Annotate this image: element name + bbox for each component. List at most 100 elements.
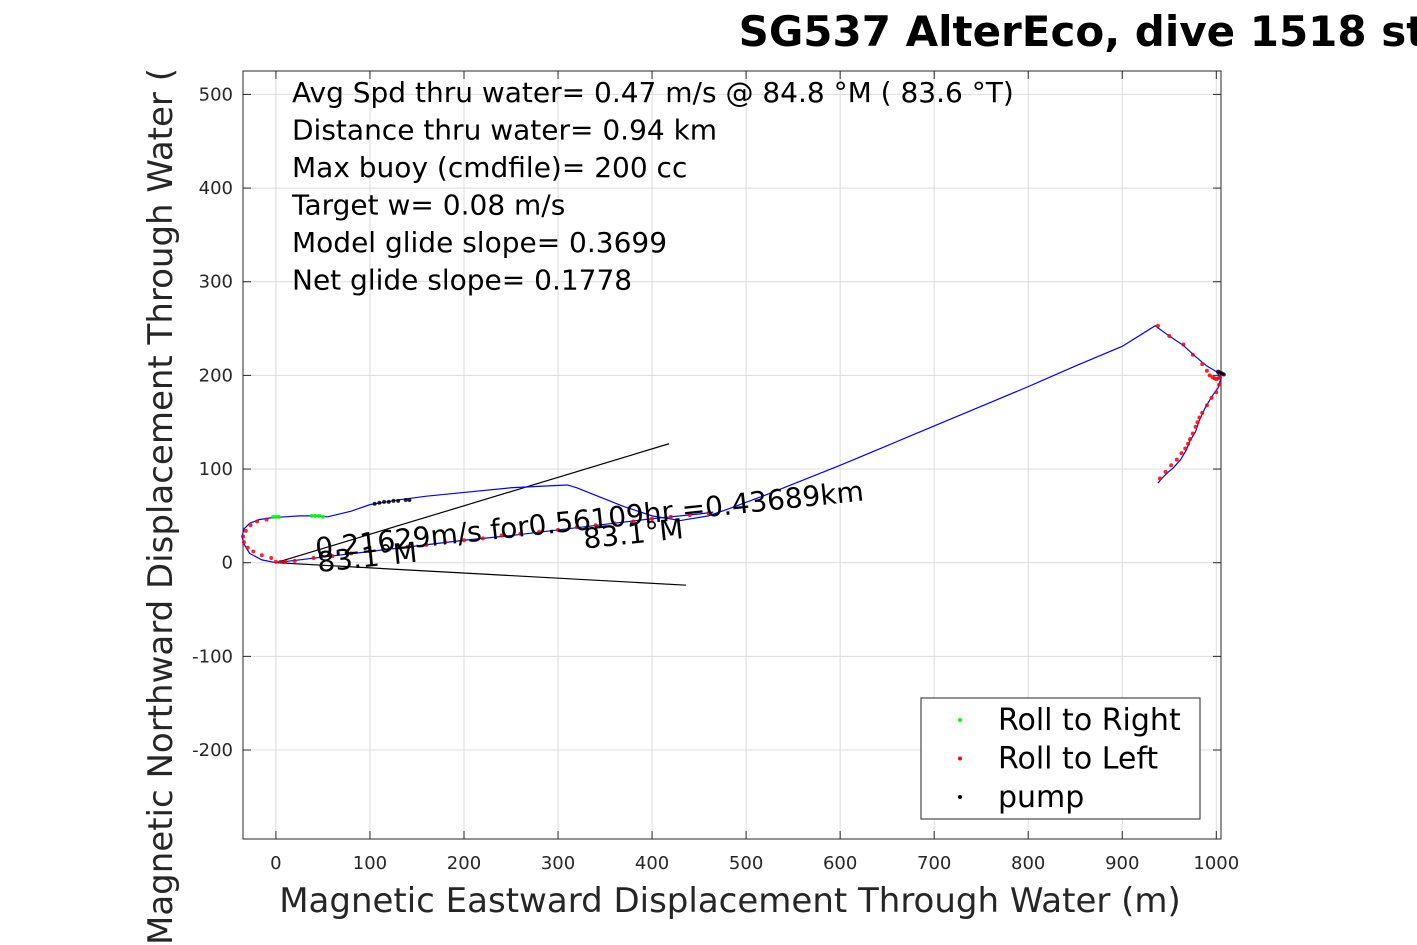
x-tick-label: 600 (823, 853, 857, 874)
roll-to-left-point (1209, 395, 1214, 400)
event-markers (241, 323, 1226, 564)
x-tick-label: 500 (729, 853, 763, 874)
x-tick-label: 700 (917, 853, 951, 874)
roll-to-left-point (1207, 373, 1212, 378)
y-tick-label: 200 (199, 365, 233, 386)
roll-to-left-point (405, 544, 410, 549)
roll-to-left-point (269, 556, 274, 561)
roll-to-left-point (245, 545, 250, 550)
roll-to-left-point (1163, 469, 1168, 474)
x-tick-label: 400 (635, 853, 669, 874)
legend-label: Roll to Right (998, 703, 1181, 738)
roll-to-left-point (241, 534, 245, 539)
y-tick-label: 400 (199, 178, 233, 199)
roll-to-left-point (1190, 352, 1195, 357)
reference-line (275, 443, 670, 564)
roll-to-left-point (1155, 323, 1160, 328)
pump-point (396, 498, 401, 503)
pump-point (407, 497, 412, 502)
roll-to-left-point (556, 527, 561, 532)
roll-to-left-point (1157, 476, 1162, 481)
roll-to-left-point (706, 511, 711, 516)
roll-to-left-point (1181, 342, 1186, 347)
stats-line: Model glide slope= 0.3699 (292, 226, 667, 259)
pump-point (382, 499, 387, 504)
roll-to-left-point (1174, 457, 1179, 462)
roll-to-left-point (264, 517, 269, 522)
plot-area-frame (242, 70, 1222, 840)
roll-to-left-point (1190, 431, 1195, 436)
x-tick-label: 200 (447, 853, 481, 874)
roll-to-left-point (1204, 403, 1209, 408)
roll-to-left-point (283, 559, 288, 564)
roll-to-left-point (687, 512, 692, 517)
roll-to-left-point (1187, 437, 1192, 442)
x-tick-label: 800 (1011, 853, 1045, 874)
y-tick-label: -200 (192, 740, 233, 761)
x-tick-label: 1000 (1193, 853, 1239, 874)
stats-line: Avg Spd thru water= 0.47 m/s @ 84.8 °M (… (292, 76, 1014, 109)
roll-to-left-point (1179, 451, 1184, 456)
roll-to-left-point (1214, 390, 1219, 395)
chart-title: SG537 AlterEco, dive 1518 started 17-Dec… (739, 7, 1417, 56)
roll-to-left-point (424, 542, 429, 547)
roll-to-left-point (1217, 382, 1222, 387)
roll-to-right-point (273, 514, 278, 519)
roll-to-left-point (1193, 424, 1198, 429)
roll-to-right-point (313, 513, 318, 518)
roll-to-left-point (255, 519, 260, 524)
roll-to-left-point (248, 523, 253, 528)
roll-to-left-point (292, 558, 297, 563)
roll-to-left-point (1183, 446, 1188, 451)
roll-to-left-point (631, 519, 636, 524)
grid (243, 71, 1221, 839)
pump-point (372, 501, 377, 506)
pump-point (391, 498, 396, 503)
roll-to-left-point (1218, 375, 1223, 380)
y-tick-label: 0 (222, 553, 233, 574)
legend-label: pump (998, 780, 1084, 815)
roll-to-left-point (1197, 415, 1202, 420)
legend-marker (958, 756, 962, 761)
legend-marker (958, 795, 962, 799)
roll-to-left-point (311, 556, 316, 561)
roll-to-left-point (386, 547, 391, 552)
reference-lines (275, 443, 686, 586)
y-tick-label: 100 (199, 459, 233, 480)
y-tick-label: 500 (199, 84, 233, 105)
roll-to-left-point (650, 516, 655, 521)
pump-point (386, 499, 391, 504)
roll-to-left-point (278, 559, 283, 564)
roll-to-right-point (309, 513, 314, 518)
roll-to-left-point (499, 533, 504, 538)
roll-to-left-point (480, 536, 485, 541)
roll-to-left-point (1200, 410, 1205, 415)
y-tick-label: 300 (199, 272, 233, 293)
x-tick-label: 900 (1105, 853, 1139, 874)
stats-line: Distance thru water= 0.94 km (292, 114, 717, 147)
stats-line: Net glide slope= 0.1778 (292, 264, 632, 297)
pump-point (1221, 372, 1226, 377)
track-line (275, 511, 714, 564)
roll-to-left-point (1195, 420, 1200, 425)
roll-to-left-point (259, 553, 264, 558)
stats-text-block: Avg Spd thru water= 0.47 m/s @ 84.8 °M (… (291, 76, 1014, 297)
roll-to-right-point (317, 513, 322, 518)
stats-line: Target w= 0.08 m/s (291, 189, 565, 222)
x-tick-label: 300 (541, 853, 575, 874)
x-tick-label: 100 (353, 853, 387, 874)
roll-to-left-point (330, 554, 335, 559)
x-tick-label: 0 (270, 853, 281, 874)
roll-to-right-point (271, 514, 276, 519)
legend-label: Roll to Left (998, 742, 1158, 777)
roll-to-right-point (320, 514, 325, 519)
roll-to-left-point (574, 525, 579, 530)
roll-to-left-point (273, 559, 278, 564)
roll-to-left-point (241, 540, 246, 545)
roll-to-left-point (668, 514, 673, 519)
roll-to-left-point (367, 549, 372, 554)
roll-to-left-point (1186, 441, 1191, 446)
roll-to-right-point (276, 514, 281, 519)
